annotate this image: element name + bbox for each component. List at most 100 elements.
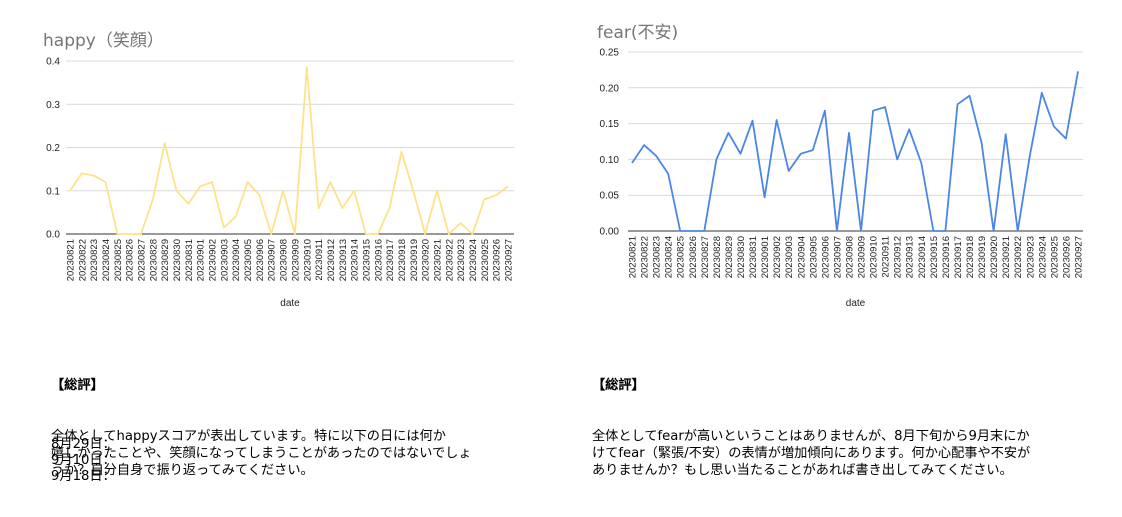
data-point xyxy=(424,233,426,235)
data-point xyxy=(667,173,669,175)
data-point xyxy=(211,181,213,183)
data-point xyxy=(655,155,657,157)
data-point xyxy=(282,190,284,192)
x-tick-label: 20230908 xyxy=(279,239,290,281)
data-point xyxy=(235,216,237,218)
data-point xyxy=(836,230,838,232)
x-tick-label: 20230828 xyxy=(712,236,723,278)
x-tick-label: 20230926 xyxy=(1061,236,1072,278)
x-tick-label: 20230902 xyxy=(208,239,219,281)
x-tick-label: 20230903 xyxy=(784,236,795,278)
data-point xyxy=(884,106,886,108)
x-tick-label: 20230922 xyxy=(444,239,455,281)
data-point xyxy=(848,132,850,134)
data-point xyxy=(932,230,934,232)
x-tick-label: 20230921 xyxy=(1001,236,1012,278)
data-point xyxy=(788,170,790,172)
y-tick-label: 0.25 xyxy=(600,48,620,59)
x-tick-label: 20230922 xyxy=(1013,236,1024,278)
fear-chart-title: fear(不安) xyxy=(597,23,679,43)
data-point xyxy=(495,194,497,196)
x-tick-label: 20230828 xyxy=(148,239,159,281)
data-point xyxy=(800,152,802,154)
data-point xyxy=(956,103,958,105)
y-tick-label: 0.20 xyxy=(600,83,620,94)
y-tick-label: 0.10 xyxy=(600,155,620,166)
x-tick-label: 20230925 xyxy=(1049,236,1060,278)
data-point xyxy=(679,230,681,232)
data-point xyxy=(388,207,390,209)
x-tick-label: 20230901 xyxy=(760,236,771,278)
data-point xyxy=(1053,125,1055,127)
x-tick-label: 20230826 xyxy=(688,236,699,278)
data-point xyxy=(294,233,296,235)
y-tick-label: 0.05 xyxy=(600,191,620,202)
x-tick-label: 20230831 xyxy=(184,239,195,281)
x-tick-label: 20230923 xyxy=(456,239,467,281)
data-point xyxy=(459,222,461,224)
data-point xyxy=(703,230,705,232)
data-point xyxy=(223,226,225,228)
data-point xyxy=(128,233,130,235)
x-tick-label: 20230901 xyxy=(196,239,207,281)
x-tick-label: 20230827 xyxy=(700,236,711,278)
data-point xyxy=(329,181,331,183)
x-tick-label: 20230917 xyxy=(953,236,964,278)
data-point xyxy=(824,110,826,112)
data-point xyxy=(104,181,106,183)
happy-date-item: 9月10日： xyxy=(51,453,116,468)
x-tick-label: 20230824 xyxy=(664,236,675,278)
x-tick-label: 20230924 xyxy=(1037,236,1048,278)
x-tick-label: 20230825 xyxy=(113,239,124,281)
data-point xyxy=(1041,92,1043,94)
x-tick-label: 20230919 xyxy=(977,236,988,278)
x-tick-label: 20230822 xyxy=(640,236,651,278)
x-tick-label: 20230912 xyxy=(893,236,904,278)
x-tick-label: 20230829 xyxy=(724,236,735,278)
x-tick-label: 20230906 xyxy=(255,239,266,281)
x-tick-label: 20230904 xyxy=(796,236,807,278)
y-tick-label: 0.0 xyxy=(46,230,60,241)
x-tick-label: 20230913 xyxy=(905,236,916,278)
data-point xyxy=(199,185,201,187)
x-tick-label: 20230927 xyxy=(1074,236,1085,278)
data-point xyxy=(763,196,765,198)
x-tick-label: 20230910 xyxy=(869,236,880,278)
x-tick-label: 20230825 xyxy=(676,236,687,278)
data-point xyxy=(270,233,272,235)
data-point xyxy=(436,190,438,192)
x-tick-label: 20230827 xyxy=(137,239,148,281)
happy-summary-heading: 【総評】 xyxy=(51,378,104,393)
x-tick-label: 20230910 xyxy=(302,239,313,281)
x-tick-label: 20230912 xyxy=(326,239,337,281)
data-point xyxy=(306,66,308,68)
happy-dates-list: 8月29日： 9月10日： 9月18日： xyxy=(51,437,116,485)
x-tick-label: 20230925 xyxy=(480,239,491,281)
data-point xyxy=(860,230,862,232)
x-axis-label: date xyxy=(280,298,300,309)
happy-chart-title: happy（笑顔） xyxy=(43,31,164,51)
data-point xyxy=(1077,70,1079,72)
data-point xyxy=(751,120,753,122)
x-tick-label: 20230902 xyxy=(772,236,783,278)
series-line xyxy=(631,71,1079,232)
happy-summary-text: 全体としてhappyスコアが表出しています。特に以下の日には何か 嬉しかったこと… xyxy=(51,429,472,478)
x-tick-label: 20230926 xyxy=(492,239,503,281)
x-tick-label: 20230831 xyxy=(748,236,759,278)
data-point xyxy=(483,198,485,200)
data-point xyxy=(448,233,450,235)
x-tick-label: 20230903 xyxy=(219,239,230,281)
data-point xyxy=(317,207,319,209)
data-point xyxy=(643,144,645,146)
fear-line-chart: 0.00 0.05 0.10 0.15 0.20 0.25 20230821 20230822… xyxy=(600,48,1085,310)
y-tick-label: 0.2 xyxy=(46,143,60,154)
x-tick-label: 20230821 xyxy=(66,239,77,281)
x-tick-label: 20230919 xyxy=(409,239,420,281)
data-point xyxy=(1065,137,1067,139)
x-tick-label: 20230920 xyxy=(989,236,1000,278)
data-point xyxy=(164,142,166,144)
x-tick-label: 20230927 xyxy=(504,239,515,281)
x-tick-label: 20230913 xyxy=(338,239,349,281)
x-tick-label: 20230923 xyxy=(1025,236,1036,278)
